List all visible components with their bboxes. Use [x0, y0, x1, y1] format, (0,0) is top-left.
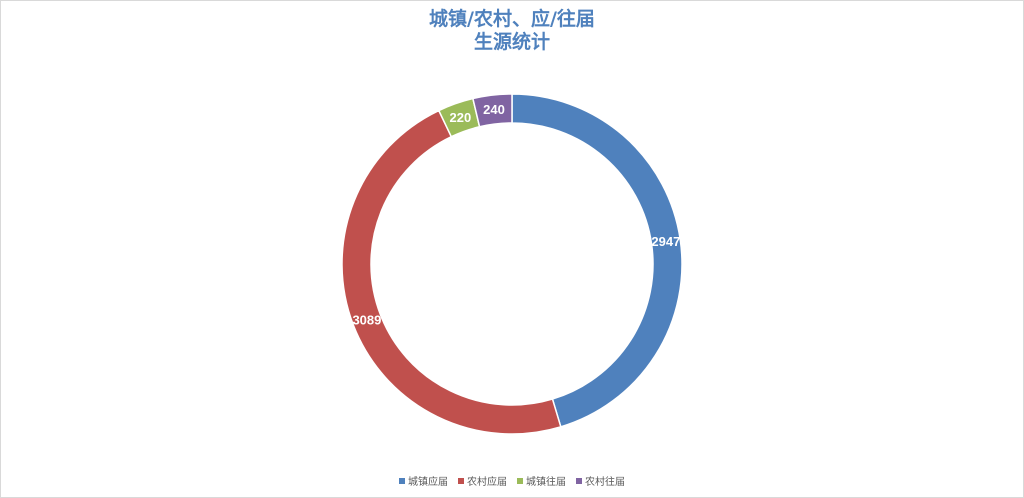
legend-swatch	[458, 477, 464, 484]
data-label-1: 2947	[651, 234, 680, 249]
slice-1	[511, 93, 683, 428]
legend-label: 农村应届	[467, 477, 507, 488]
legend-swatch	[517, 477, 523, 484]
legend-item-1: 城镇应届	[399, 473, 448, 488]
legend-label: 农村往届	[585, 477, 625, 488]
legend-swatch	[399, 477, 405, 484]
donut-slices	[341, 93, 683, 435]
data-label-3: 220	[450, 110, 472, 125]
data-label-4: 240	[483, 102, 505, 117]
legend-swatch	[576, 477, 582, 484]
chart-title: 城镇/农村、应/往届 生源统计	[0, 8, 1024, 54]
legend-item-3: 城镇往届	[517, 473, 566, 488]
legend-label: 城镇应届	[408, 477, 448, 488]
legend: 城镇应届 农村应届 城镇往届 农村往届	[0, 473, 1024, 488]
slice-4	[471, 93, 513, 128]
data-label-2: 3089	[352, 312, 381, 327]
legend-item-2: 农村应届	[458, 473, 507, 488]
legend-item-4: 农村往届	[576, 473, 625, 488]
chart-title-line2: 生源统计	[473, 31, 550, 53]
legend-label: 城镇往届	[526, 477, 566, 488]
chart-title-line1: 城镇/农村、应/往届	[429, 8, 595, 30]
data-labels: 2947 3089 220 240	[352, 102, 680, 327]
slice-2	[341, 109, 562, 435]
